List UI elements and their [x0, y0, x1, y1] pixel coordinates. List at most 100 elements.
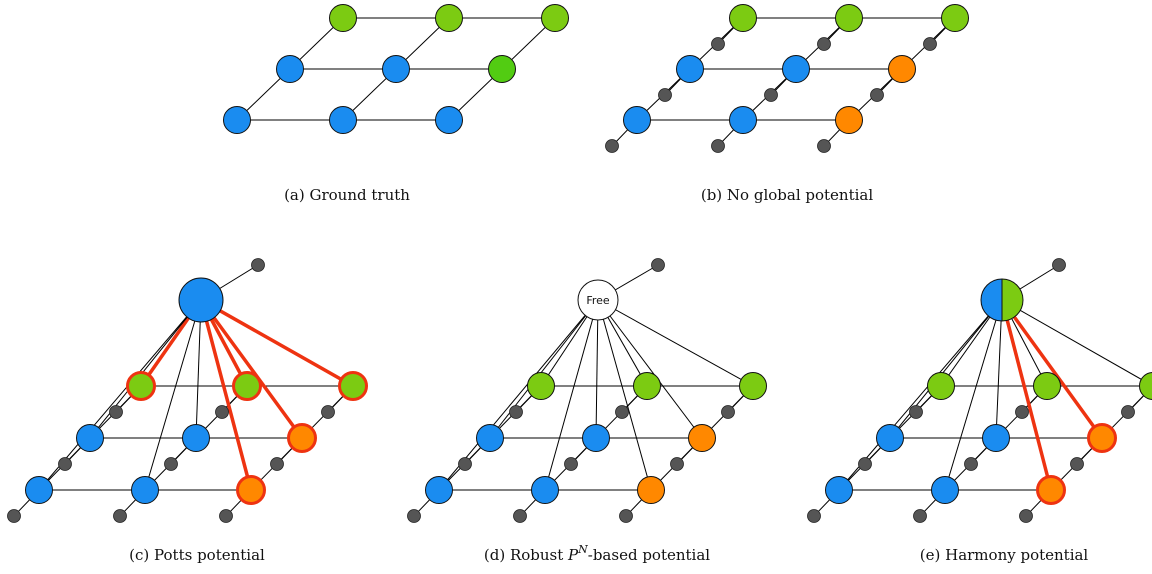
label-node — [835, 4, 863, 32]
label-node — [435, 106, 463, 134]
observation-node — [564, 457, 578, 471]
label-node — [476, 424, 504, 452]
label-node — [782, 55, 810, 83]
observation-node — [711, 37, 725, 51]
global-edge — [544, 299, 599, 491]
global-edge — [995, 299, 1003, 439]
penalized-global-edge — [1000, 298, 1104, 440]
label-node — [1139, 372, 1152, 400]
observation-node — [458, 457, 472, 471]
observation-node — [817, 37, 831, 51]
global-edge — [889, 299, 1003, 439]
observation-node — [219, 509, 233, 523]
global-node-split — [980, 278, 1024, 322]
label-node — [531, 476, 559, 504]
observation-node — [321, 405, 335, 419]
observation-node — [1070, 457, 1084, 471]
panel-potts-potential: (c) Potts potential — [7, 258, 368, 564]
label-node — [1087, 423, 1117, 453]
observation-node — [923, 37, 937, 51]
label-node — [941, 4, 969, 32]
label-node — [131, 476, 159, 504]
label-node — [1033, 372, 1061, 400]
observation-node — [270, 457, 284, 471]
observation-node — [764, 88, 778, 102]
label-node — [329, 4, 357, 32]
global-edge — [944, 299, 1003, 491]
caption-d-superscript: N — [577, 543, 588, 556]
penalized-global-edge — [1000, 299, 1053, 491]
label-node — [287, 423, 317, 453]
label-node — [982, 424, 1010, 452]
observation-node — [711, 139, 725, 153]
penalized-global-edge — [200, 298, 354, 388]
observation-node — [251, 258, 265, 272]
label-node — [126, 371, 156, 401]
observation-node — [619, 509, 633, 523]
observation-node — [817, 139, 831, 153]
caption-harmony-potential: (e) Harmony potential — [920, 546, 1089, 564]
observation-node — [913, 509, 927, 523]
label-node — [276, 55, 304, 83]
label-node — [931, 476, 959, 504]
label-node — [527, 372, 555, 400]
observation-node — [651, 258, 665, 272]
label-node — [435, 4, 463, 32]
global-node-half-green — [1002, 279, 1023, 321]
observation-node — [7, 509, 21, 523]
caption-d-suffix: -based potential — [588, 546, 711, 564]
observation-node — [964, 457, 978, 471]
label-node — [729, 4, 757, 32]
panel-robust-pn-potential: Free (d) Robust PN-based potential — [407, 258, 767, 564]
label-node — [637, 476, 665, 504]
panel-harmony-potential: (e) Harmony potential — [807, 258, 1152, 564]
global-edge — [1001, 299, 1152, 387]
observation-node — [109, 405, 123, 419]
observation-node — [215, 405, 229, 419]
label-node — [223, 106, 251, 134]
observation-node — [164, 457, 178, 471]
global-edge — [489, 299, 599, 439]
label-node — [382, 55, 410, 83]
observation-node — [807, 509, 821, 523]
label-node — [338, 371, 368, 401]
label-node — [633, 372, 661, 400]
label-node — [888, 55, 916, 83]
global-edge — [597, 299, 703, 439]
label-node — [182, 424, 210, 452]
observation-node — [1121, 405, 1135, 419]
observation-node — [605, 139, 619, 153]
label-node — [1036, 475, 1066, 505]
penalized-global-edge — [199, 298, 304, 440]
caption-d-prefix: (d) Robust — [484, 546, 568, 564]
observation-node — [721, 405, 735, 419]
panel-ground-truth: (a) Ground truth — [223, 4, 569, 204]
global-edge — [595, 299, 599, 439]
label-node — [825, 476, 853, 504]
label-node — [739, 372, 767, 400]
label-node — [729, 106, 757, 134]
label-node — [76, 424, 104, 452]
label-node — [425, 476, 453, 504]
label-node — [232, 371, 262, 401]
caption-robust-pn-potential: (d) Robust PN-based potential — [484, 543, 710, 564]
global-node-outline — [980, 278, 1024, 322]
observation-node — [670, 457, 684, 471]
penalized-global-edge — [199, 299, 253, 491]
label-node — [688, 424, 716, 452]
global-edge — [89, 299, 202, 439]
label-node — [236, 475, 266, 505]
global-node-half-blue — [981, 279, 1002, 321]
caption-no-global-potential: (b) No global potential — [701, 186, 874, 204]
label-node — [676, 55, 704, 83]
label-node — [25, 476, 53, 504]
observation-node — [58, 457, 72, 471]
observation-node — [113, 509, 127, 523]
global-edge — [144, 299, 202, 491]
caption-d-variable: P — [567, 546, 579, 564]
global-node-label: Free — [586, 294, 610, 307]
observation-node — [1052, 258, 1066, 272]
global-node-free — [577, 279, 619, 321]
caption-potts-potential: (c) Potts potential — [129, 546, 265, 564]
